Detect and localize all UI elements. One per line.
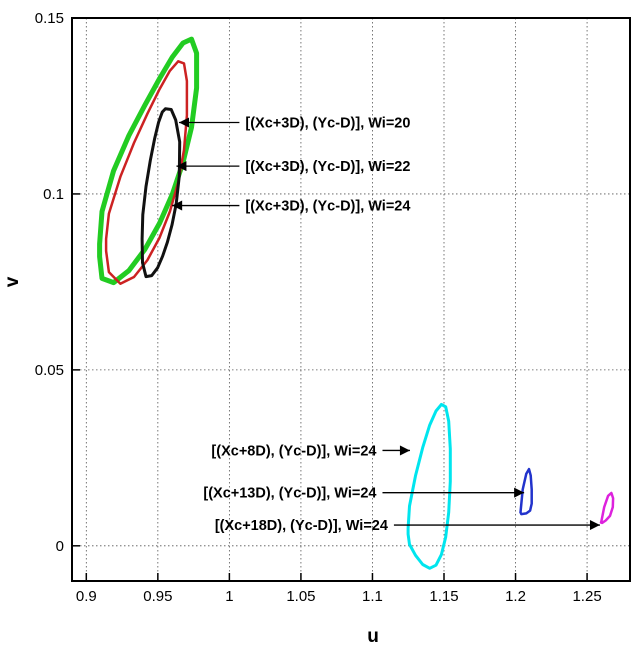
annotations: [(Xc+3D), (Yc-D)], Wi=20 [(Xc+3D), (Yc-D)… <box>172 116 600 534</box>
x-tick-label: 1.15 <box>429 588 458 605</box>
annotation-label-3: [(Xc+3D), (Yc-D)], Wi=24 <box>245 199 410 215</box>
series-curve-4 <box>406 402 452 570</box>
x-tick-label: 1.05 <box>286 588 315 605</box>
annotation-label-6: [(Xc+18D), (Yc-D)], Wi=24 <box>215 518 388 534</box>
plot-series <box>97 36 615 570</box>
plot-frame <box>71 17 631 582</box>
series-curve-5 <box>519 467 533 516</box>
grid <box>72 17 630 581</box>
x-tick-label: 1 <box>225 588 233 605</box>
annotation-label-5: [(Xc+13D), (Yc-D)], Wi=24 <box>203 486 376 502</box>
x-tick-label: 1.25 <box>572 588 601 605</box>
annotation-label-1: [(Xc+3D), (Yc-D)], Wi=20 <box>245 116 410 132</box>
series-curve-2 <box>104 60 189 285</box>
y-tick-label: 0.1 <box>43 186 64 203</box>
y-axis-ticks: 0 0.05 0.1 0.15 <box>35 10 80 555</box>
y-tick-label: 0.15 <box>35 10 64 27</box>
y-tick-label: 0.05 <box>35 362 64 379</box>
series-curve-3 <box>140 107 182 279</box>
x-tick-label: 0.95 <box>143 588 172 605</box>
series-curve-1 <box>97 36 200 286</box>
y-axis-label: v <box>2 276 23 287</box>
x-axis-ticks: 0.9 0.95 1 1.05 1.1 1.15 1.2 1.25 <box>76 573 602 605</box>
annotation-label-4: [(Xc+8D), (Yc-D)], Wi=24 <box>211 443 376 459</box>
x-axis-label: u <box>367 626 379 647</box>
series-curve-6 <box>599 491 615 525</box>
x-tick-label: 0.9 <box>76 588 97 605</box>
x-tick-label: 1.1 <box>362 588 383 605</box>
x-tick-label: 1.2 <box>505 588 526 605</box>
annotation-label-2: [(Xc+3D), (Yc-D)], Wi=22 <box>245 159 410 175</box>
y-tick-label: 0 <box>56 538 64 555</box>
